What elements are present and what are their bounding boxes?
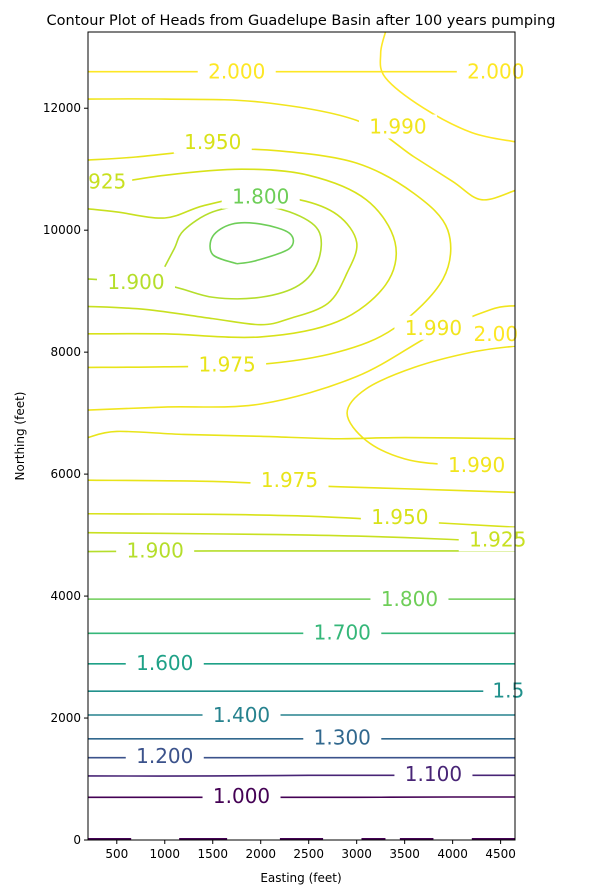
contour-label-bg xyxy=(394,315,473,340)
x-tick-label: 3000 xyxy=(341,847,372,861)
plot-frame xyxy=(87,31,516,841)
contour-label-bg xyxy=(202,702,281,727)
contour-label-bg xyxy=(303,620,382,645)
y-axis-label: Northing (feet) xyxy=(13,392,27,481)
x-tick-label: 2500 xyxy=(293,847,324,861)
contour-label-bg xyxy=(125,651,204,676)
contour-label-bg xyxy=(394,762,473,787)
x-tick-label: 1500 xyxy=(197,847,228,861)
x-axis: 500 1000 1500 2000 2500 3000 3500 4000 4500 xyxy=(105,840,516,861)
x-axis-label: Easting (feet) xyxy=(260,871,341,885)
y-tick-label: 8000 xyxy=(50,345,81,359)
contour-label: 1.990 xyxy=(448,453,505,477)
contour-label: 1.800 xyxy=(381,587,438,611)
contour-line-1-800-20 xyxy=(209,221,295,265)
contour-labels: 2.000 2.000 1.990 1.950 925 1.800 1.900 1.990 2.… xyxy=(82,59,537,809)
contour-label: 1.400 xyxy=(213,703,270,727)
contour-label: 1.990 xyxy=(405,316,462,340)
x-tick-label: 4500 xyxy=(485,847,516,861)
contour-line-1-900-19 xyxy=(88,204,323,300)
contour-label: 1.200 xyxy=(136,744,193,768)
contour-label-bg xyxy=(116,538,195,563)
contour-label-bg xyxy=(82,169,133,194)
x-tick-label: 3500 xyxy=(389,847,420,861)
contour-line-1-925-10 xyxy=(88,531,515,544)
x-tick-label: 2000 xyxy=(245,847,276,861)
contour-label: 1.900 xyxy=(107,270,164,294)
contour-label-bg xyxy=(221,184,300,209)
contour-line-1-990-15 xyxy=(88,305,515,411)
x-tick-label: 4000 xyxy=(437,847,468,861)
contour-label-bg xyxy=(360,504,439,529)
contour-line-1-950-17 xyxy=(88,168,398,339)
contour-label: 1.950 xyxy=(371,505,428,529)
contour-label: 1.600 xyxy=(136,651,193,675)
contour-label: 2.000 xyxy=(467,60,524,84)
contour-label-bg xyxy=(202,784,281,809)
contour-line-1-990-21 xyxy=(88,98,515,201)
contour-label-bg xyxy=(483,678,534,703)
y-tick-label: 2000 xyxy=(50,711,81,725)
contour-label: 1.700 xyxy=(314,621,371,645)
contour-label: 1.300 xyxy=(314,726,371,750)
contour-label: 1.950 xyxy=(184,130,241,154)
contour-line-1-975-14 xyxy=(88,430,515,440)
contour-label-bg xyxy=(303,725,382,750)
contour-label: 925 xyxy=(88,169,126,193)
y-axis: 0 2000 4000 6000 8000 10000 12000 xyxy=(43,101,88,847)
contour-label-bg xyxy=(370,587,449,612)
contour-label: 1.000 xyxy=(213,784,270,808)
contour-line-1-990-13 xyxy=(346,345,515,467)
contour-label: 2.00 xyxy=(474,322,519,346)
contour-label: 1.800 xyxy=(232,185,289,209)
contour-label-bg xyxy=(463,321,528,346)
contour-label: 2.000 xyxy=(208,60,265,84)
y-tick-label: 6000 xyxy=(50,467,81,481)
contour-label: 1.100 xyxy=(405,762,462,786)
contour-label: 1.5 xyxy=(492,679,524,703)
contour-label: 1.975 xyxy=(199,352,256,376)
contour-label-bg xyxy=(437,452,516,477)
contour-label: 1.900 xyxy=(127,538,184,562)
contour-label-bg xyxy=(173,129,252,154)
contour-label-bg xyxy=(188,352,267,377)
y-tick-label: 12000 xyxy=(43,101,81,115)
contour-label-bg xyxy=(358,114,437,139)
x-tick-label: 500 xyxy=(105,847,128,861)
contour-label-bg xyxy=(125,743,204,768)
contour-line-1-925-18 xyxy=(88,195,358,326)
contour-label-bg xyxy=(96,270,175,295)
y-tick-label: 0 xyxy=(73,833,81,847)
y-tick-label: 10000 xyxy=(43,223,81,237)
contour-line-2-000-23 xyxy=(379,32,515,143)
contour-label-bg xyxy=(456,59,535,84)
contour-label: 1.990 xyxy=(369,115,426,139)
y-tick-label: 4000 xyxy=(50,589,81,603)
contour-label-bg xyxy=(250,468,329,493)
contour-label: 1.975 xyxy=(261,468,318,492)
x-tick-label: 1000 xyxy=(149,847,180,861)
contour-lines xyxy=(88,32,515,840)
contour-label-bg xyxy=(197,59,276,84)
contour-label: 1.925 xyxy=(469,527,526,551)
chart-title: Contour Plot of Heads from Guadelupe Bas… xyxy=(47,13,556,29)
contour-line-1-950-11 xyxy=(88,512,515,528)
contour-label-bg xyxy=(458,527,537,552)
